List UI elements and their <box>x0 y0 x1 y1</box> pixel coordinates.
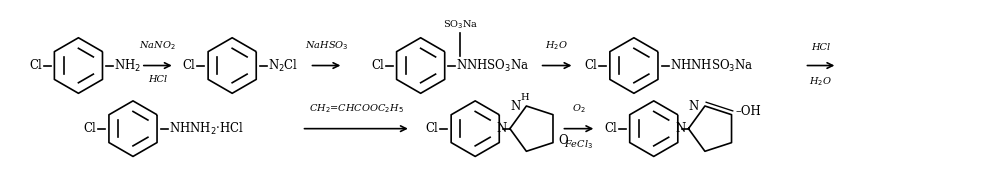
Text: O: O <box>558 134 568 147</box>
Text: Cl: Cl <box>604 122 617 135</box>
Text: Cl: Cl <box>584 59 597 72</box>
Text: NaNO$_2$: NaNO$_2$ <box>139 39 176 52</box>
Text: H: H <box>520 93 529 102</box>
Text: NHNH$_2$·HCl: NHNH$_2$·HCl <box>169 121 244 137</box>
Text: SO$_3$Na: SO$_3$Na <box>443 18 478 31</box>
Text: N$_2$Cl: N$_2$Cl <box>268 57 298 74</box>
Text: O$_2$: O$_2$ <box>572 102 586 115</box>
Text: Cl: Cl <box>183 59 195 72</box>
Text: FeCl$_3$: FeCl$_3$ <box>564 139 593 151</box>
Text: –OH: –OH <box>735 105 761 118</box>
Text: Cl: Cl <box>426 122 439 135</box>
Text: NH$_2$: NH$_2$ <box>114 57 141 74</box>
Text: N: N <box>689 100 699 112</box>
Text: NHNHSO$_3$Na: NHNHSO$_3$Na <box>670 57 753 74</box>
Text: Cl: Cl <box>84 122 96 135</box>
Text: N: N <box>510 100 520 112</box>
Text: HCl: HCl <box>811 43 830 52</box>
Text: H$_2$O: H$_2$O <box>809 76 832 88</box>
Text: NNHSO$_3$Na: NNHSO$_3$Na <box>456 57 530 74</box>
Text: HCl: HCl <box>148 76 167 84</box>
Text: CH$_2$=CHCOOC$_2$H$_5$: CH$_2$=CHCOOC$_2$H$_5$ <box>309 102 404 115</box>
Text: Cl: Cl <box>29 59 42 72</box>
Text: N: N <box>497 122 507 135</box>
Text: NaHSO$_3$: NaHSO$_3$ <box>305 39 348 52</box>
Text: H$_2$O: H$_2$O <box>545 39 569 52</box>
Text: Cl: Cl <box>371 59 384 72</box>
Text: N: N <box>675 122 685 135</box>
